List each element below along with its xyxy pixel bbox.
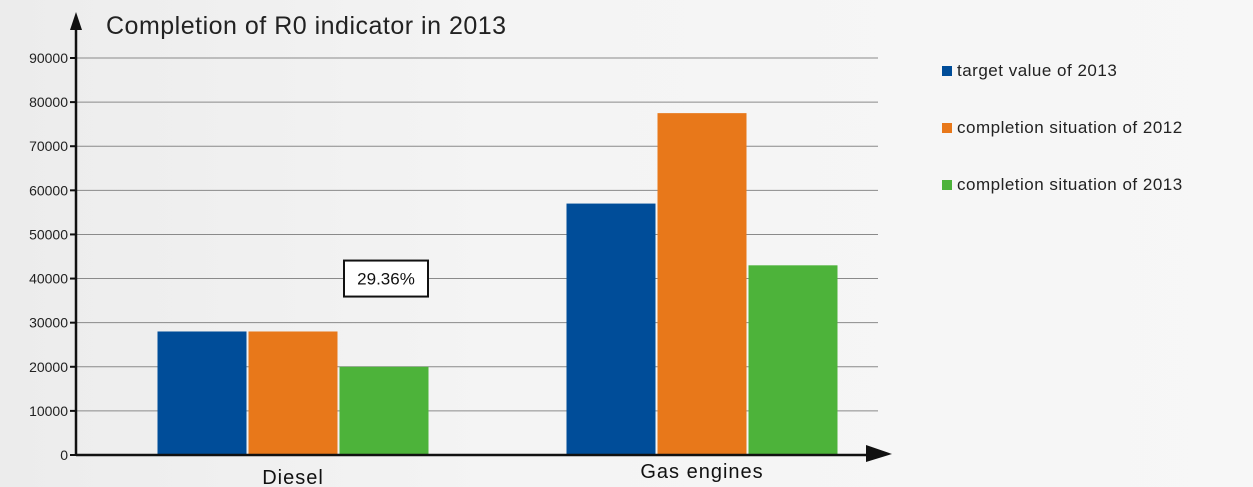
legend-label: target value of 2013 <box>957 61 1117 80</box>
annotations: 29.36% <box>343 259 429 298</box>
y-tick-label: 40000 <box>29 271 68 287</box>
chart-title: Completion of R0 indicator in 2013 <box>106 12 507 40</box>
bar <box>748 265 838 455</box>
bars <box>157 113 838 455</box>
category-label: Gas engines <box>640 461 763 483</box>
y-tick-label: 10000 <box>29 403 68 419</box>
annotation-label: 29.36% <box>357 270 415 289</box>
legend-swatch <box>942 180 952 190</box>
bar <box>566 203 656 455</box>
legend-label: completion situation of 2012 <box>957 118 1183 137</box>
bar <box>157 331 247 455</box>
legend-swatch <box>942 66 952 76</box>
legend: target value of 2013 completion situation… <box>942 61 1183 194</box>
category-labels: Diesel Gas engines <box>262 461 763 487</box>
y-tick-label: 30000 <box>29 315 68 331</box>
bar <box>657 113 747 455</box>
y-tick-label: 80000 <box>29 94 68 110</box>
y-axis-arrow-icon <box>70 12 82 30</box>
y-tick-label: 70000 <box>29 138 68 154</box>
axes <box>70 12 892 462</box>
bar <box>248 331 338 455</box>
legend-label: completion situation of 2013 <box>957 175 1183 194</box>
y-tick-label: 60000 <box>29 182 68 198</box>
bar <box>339 366 429 455</box>
category-label: Diesel <box>262 467 324 487</box>
y-tick-labels: 0 10000 20000 30000 40000 50000 60000 70000 8000… <box>29 50 68 463</box>
legend-swatch <box>942 123 952 133</box>
y-tick-label: 50000 <box>29 226 68 242</box>
annotation-box <box>343 259 429 298</box>
y-tick-label: 90000 <box>29 50 68 66</box>
y-tick-label: 0 <box>60 447 68 463</box>
x-axis-arrow-icon <box>866 445 892 462</box>
y-tick-label: 20000 <box>29 359 68 375</box>
